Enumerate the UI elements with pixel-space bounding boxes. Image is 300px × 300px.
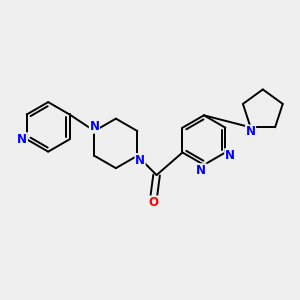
Text: N: N <box>17 133 27 146</box>
Text: O: O <box>149 196 159 209</box>
Text: N: N <box>135 154 145 167</box>
Text: N: N <box>245 125 256 138</box>
Text: N: N <box>89 120 99 133</box>
Text: N: N <box>196 164 206 177</box>
Text: N: N <box>225 149 235 162</box>
